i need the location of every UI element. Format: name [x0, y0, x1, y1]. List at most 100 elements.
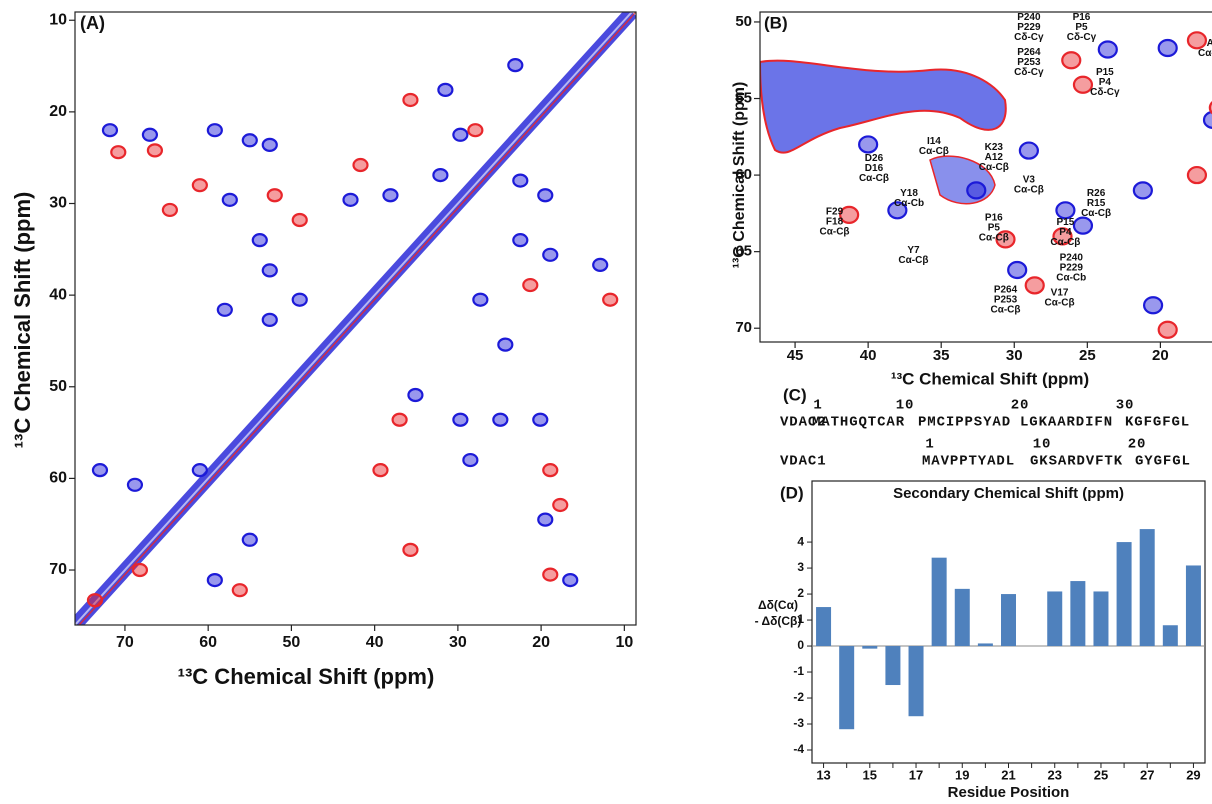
y-tick-label: 50: [735, 13, 752, 30]
bar: [954, 588, 970, 647]
contour-peak: [110, 145, 127, 160]
contour-peak: [266, 188, 283, 203]
x-tick-label: 35: [933, 347, 950, 364]
contour-peak: [1186, 165, 1208, 185]
contour-peak: [382, 188, 399, 203]
peak-label: Cα-Cb: [894, 198, 924, 209]
contour-peak: [291, 292, 308, 307]
contour-peak: [402, 542, 419, 557]
contour-peak: [532, 412, 549, 427]
bar: [1116, 542, 1132, 647]
sequence-segment: PMCIPPSYAD: [918, 415, 1011, 431]
peak-label: R15: [1087, 198, 1106, 209]
peak-label: I14: [927, 136, 941, 147]
contour-peak: [858, 135, 879, 154]
contour-peak: [1052, 227, 1073, 246]
peak-label: V17: [1051, 288, 1069, 299]
y-tick-label: 60: [49, 470, 67, 487]
peak-label: Cα-Cβ: [1050, 237, 1080, 248]
sequence-segment: LGKAARDIFN: [1020, 415, 1113, 431]
contour-peak: [91, 463, 109, 478]
y-axis-label: ¹³C Chemical Shift (ppm): [731, 82, 748, 269]
contour-peak: [1055, 201, 1076, 220]
bar: [1185, 565, 1201, 647]
contour-peak: [537, 188, 554, 203]
contour-peak: [1202, 110, 1212, 130]
x-tick-label: 15: [863, 767, 877, 782]
peak-label: Cα-Cβ: [1081, 208, 1111, 219]
residue-number: 10: [1033, 437, 1052, 453]
sequence-segment: GYGFGL: [1135, 454, 1191, 470]
contour-peak: [131, 562, 149, 578]
peak-label: P5: [988, 223, 1001, 234]
x-tick-label: 60: [199, 634, 217, 651]
contour-peak: [241, 133, 258, 148]
peak-label: Cα-Cβ: [820, 226, 850, 237]
contour-peak: [1072, 75, 1094, 94]
peak-label: P240: [1017, 12, 1041, 23]
peak-label: P264: [1017, 47, 1041, 58]
y-tick-label: -4: [793, 742, 804, 756]
peak-label: P5: [1075, 22, 1088, 33]
contour-peak: [251, 233, 268, 248]
peak-label: K23: [985, 142, 1004, 153]
contour-peak: [1018, 141, 1039, 160]
x-tick-label: 70: [116, 634, 134, 651]
contour-smear: [929, 155, 996, 205]
plot-frame: [759, 11, 1212, 343]
contour-peak: [472, 292, 489, 307]
contour-peak: [552, 497, 569, 513]
bar: [1139, 529, 1155, 647]
residue-number: 30: [1116, 398, 1135, 414]
peak-label: Cα-Cβ: [979, 233, 1009, 244]
peak-label: Cα-Cβ: [979, 162, 1009, 173]
contour-peak: [1186, 31, 1208, 50]
bar: [908, 646, 924, 717]
contour-smear: [760, 59, 1007, 154]
contour-peak: [206, 573, 223, 588]
contour-peak: [1208, 101, 1212, 115]
peak-label: Cα-Cβ: [990, 305, 1020, 316]
contour-peak: [231, 583, 248, 598]
peak-label: D16: [865, 163, 884, 174]
x-tick-label: 20: [1152, 347, 1169, 364]
x-axis-label: ¹³C Chemical Shift (ppm): [891, 369, 1089, 388]
peak-label: Cδ-Cγ: [1014, 67, 1044, 78]
x-axis-label: Residue Position: [948, 784, 1070, 801]
contour-peak: [462, 452, 479, 468]
y-tick-label: 4: [797, 534, 804, 548]
contour-peak: [191, 463, 208, 478]
y-tick-label: 40: [49, 286, 67, 303]
residue-number: 10: [896, 398, 915, 414]
peak-label: Cα-Cβ: [859, 173, 889, 184]
bar: [1162, 625, 1178, 647]
peak-label: P253: [994, 295, 1018, 306]
contour-peak: [1157, 320, 1178, 339]
sequence-segment: MATHGQTCAR: [812, 415, 905, 431]
y-tick-label: 3: [797, 560, 804, 574]
peak-label: A12: [985, 152, 1004, 163]
y-tick-label: 60: [735, 166, 752, 183]
sequence-name: VDAC1: [780, 454, 827, 470]
x-tick-label: 21: [1001, 767, 1015, 782]
contour-peak: [432, 168, 449, 183]
contour-peak: [1097, 40, 1118, 59]
peak-label: P16: [1073, 12, 1091, 23]
y-tick-label: -2: [793, 690, 804, 704]
y-tick-label: 1: [797, 612, 804, 626]
x-tick-label: 29: [1186, 767, 1200, 782]
x-tick-label: 30: [449, 634, 467, 651]
peak-label: Cδ-Cγ: [1090, 87, 1120, 98]
peak-label: F18: [826, 216, 844, 227]
y-tick-label: 20: [49, 103, 67, 120]
contour-peak: [592, 257, 609, 272]
contour-peak: [407, 387, 424, 403]
x-tick-label: 19: [955, 767, 969, 782]
contour-peak: [261, 312, 278, 327]
peak-label: Cα-Cβ: [1045, 298, 1075, 309]
contour-peak: [492, 412, 509, 427]
contour-peak: [352, 157, 369, 173]
peak-label: P15: [1057, 217, 1075, 228]
contour-peak: [507, 58, 524, 73]
x-tick-label: 25: [1079, 347, 1096, 364]
